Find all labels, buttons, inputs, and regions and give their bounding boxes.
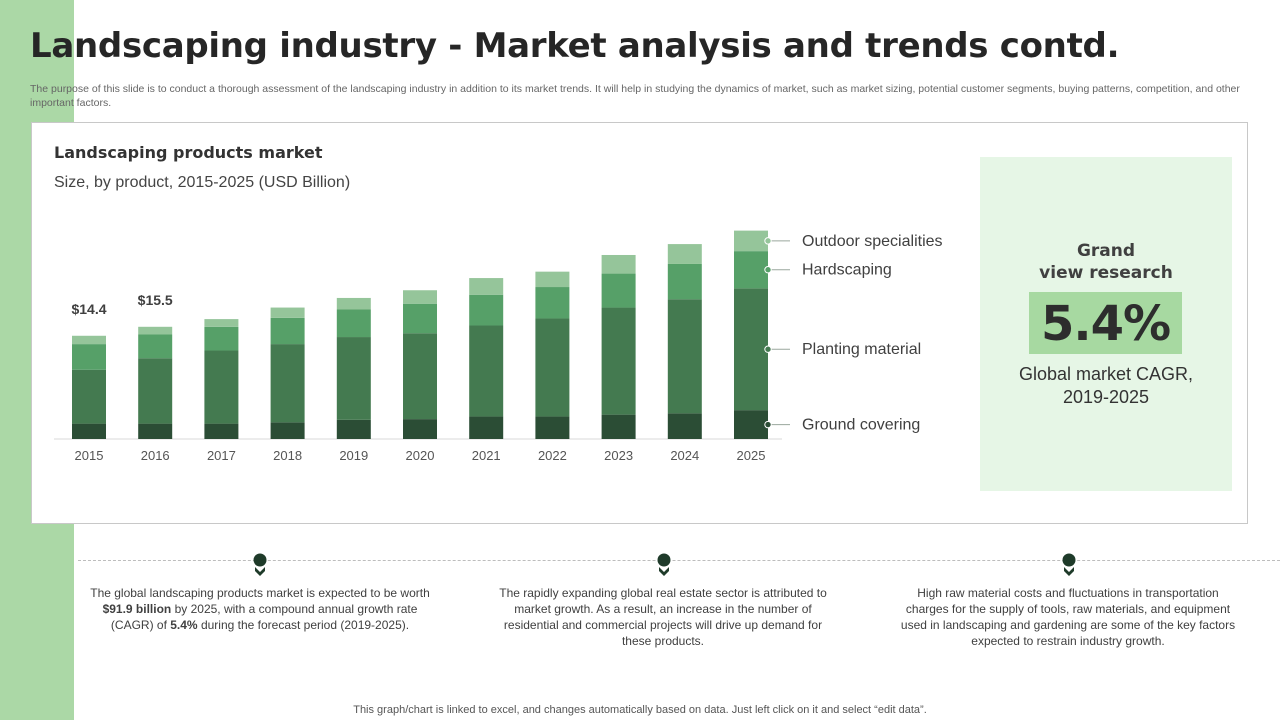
bar-segment[interactable]	[204, 326, 239, 351]
bar-segment[interactable]	[403, 303, 437, 334]
bar-segment[interactable]	[535, 416, 570, 439]
x-tick-label: 2015	[75, 448, 104, 463]
x-tick-label: 2020	[406, 448, 435, 463]
bar-segment[interactable]	[270, 317, 305, 345]
x-tick-label: 2016	[141, 448, 170, 463]
bar-segment[interactable]	[138, 423, 173, 439]
bar-segment[interactable]	[734, 288, 768, 411]
legend-label: Hardscaping	[802, 262, 892, 279]
insight-highlight: 5.4%	[170, 618, 198, 632]
bar-segment[interactable]	[734, 230, 768, 252]
chart-subtitle: Size, by product, 2015-2025 (USD Billion…	[54, 174, 351, 191]
legend-dot	[764, 266, 772, 274]
bar-segment[interactable]	[667, 413, 702, 439]
x-tick-label: 2024	[670, 448, 699, 463]
bar-segment[interactable]	[138, 326, 173, 335]
bar-segment[interactable]	[535, 271, 570, 288]
insight-restraints: High raw material costs and fluctuations…	[900, 586, 1236, 648]
x-tick-label: 2022	[538, 448, 567, 463]
legend-dot	[764, 420, 772, 429]
chart-title: Landscaping products market	[54, 143, 323, 162]
bar-segment[interactable]	[667, 299, 702, 414]
bar-segment[interactable]	[601, 273, 636, 308]
pin-marker-icon	[1062, 553, 1076, 576]
dashed-divider	[78, 560, 1280, 561]
bar-segment[interactable]	[138, 334, 173, 359]
bar-segment[interactable]	[601, 414, 636, 439]
legend-dot	[764, 237, 772, 245]
insight-market-size: The global landscaping products market i…	[87, 585, 433, 633]
footnote: This graph/chart is linked to excel, and…	[353, 704, 927, 716]
bar-segment[interactable]	[72, 335, 106, 345]
bar-segment[interactable]	[667, 244, 702, 264]
bar-segment[interactable]	[336, 419, 371, 439]
insight-text: The global landscaping products market i…	[90, 586, 430, 600]
insight-highlight: $91.9 billion	[102, 602, 172, 616]
cagr-panel: Grand view research 5.4% Global market C…	[980, 157, 1232, 491]
bar-segment[interactable]	[734, 410, 768, 439]
bar-segment[interactable]	[204, 350, 239, 424]
bar-segment[interactable]	[270, 344, 305, 423]
bar-segment[interactable]	[535, 287, 570, 319]
bar-segment[interactable]	[270, 307, 305, 318]
pin-marker-icon	[253, 553, 267, 576]
bar-segment[interactable]	[469, 416, 504, 439]
bar-segment[interactable]	[403, 419, 437, 439]
bar-segment[interactable]	[72, 344, 106, 370]
bar-segment[interactable]	[403, 290, 437, 304]
cagr-source: Grand view research	[1039, 241, 1173, 283]
legend-label: Planting material	[802, 341, 921, 358]
data-label: $15.5	[138, 292, 173, 308]
x-tick-label: 2017	[207, 448, 236, 463]
x-tick-label: 2021	[472, 448, 501, 463]
chart-card[interactable]: Landscaping products market Size, by pro…	[31, 122, 1248, 524]
bar-segment[interactable]	[469, 294, 504, 326]
bar-segment[interactable]	[72, 423, 106, 439]
pin-marker-icon	[657, 553, 671, 576]
legend-label: Outdoor specialities	[802, 233, 943, 250]
data-label: $14.4	[71, 301, 106, 317]
cagr-value: 5.4%	[1029, 292, 1182, 354]
x-tick-label: 2023	[604, 448, 633, 463]
bar-segment[interactable]	[403, 333, 437, 420]
bar-segment[interactable]	[336, 297, 371, 310]
bar-segment[interactable]	[270, 422, 305, 439]
bar-segment[interactable]	[336, 337, 371, 420]
x-tick-label: 2018	[273, 448, 302, 463]
bar-segment[interactable]	[204, 423, 239, 439]
bar-segment[interactable]	[204, 319, 239, 327]
bar-segment[interactable]	[667, 263, 702, 300]
x-tick-label: 2019	[339, 448, 368, 463]
bar-segment[interactable]	[138, 358, 173, 424]
bar-segment[interactable]	[469, 325, 504, 417]
slide-title: Landscaping industry - Market analysis a…	[30, 26, 1120, 66]
bar-segment[interactable]	[336, 309, 371, 338]
insight-real-estate: The rapidly expanding global real estate…	[499, 586, 827, 648]
bar-segment[interactable]	[535, 318, 570, 417]
insight-text: by 2025, with a compound annual growth r…	[110, 602, 418, 632]
legend-dot	[764, 345, 772, 353]
legend-label: Ground covering	[802, 417, 920, 434]
bar-segment[interactable]	[469, 278, 504, 295]
slide-description: The purpose of this slide is to conduct …	[30, 83, 1240, 109]
cagr-caption: Global market CAGR, 2019-2025	[1018, 364, 1194, 407]
stacked-bar-chart[interactable]: 2015 2016 2017 2018 2019 2020 2021 2022 2023 2024…	[32, 123, 972, 483]
insight-text: during the forecast period (2019-2025).	[197, 618, 410, 632]
bar-segment[interactable]	[734, 251, 768, 289]
bar-segment[interactable]	[601, 254, 636, 274]
x-tick-label: 2025	[737, 448, 766, 463]
bar-segment[interactable]	[72, 369, 106, 424]
bar-segment[interactable]	[601, 307, 636, 415]
